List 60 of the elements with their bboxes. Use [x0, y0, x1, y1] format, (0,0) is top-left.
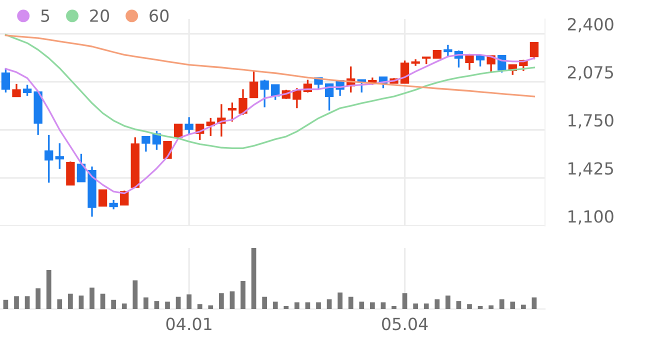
bar: [100, 294, 106, 309]
bar: [208, 305, 214, 309]
bar: [380, 302, 386, 309]
bar: [186, 294, 192, 309]
bar: [359, 302, 364, 309]
bar: [370, 302, 375, 309]
bar: [14, 296, 19, 309]
y-tick-label: 1,425: [568, 162, 613, 176]
bar: [478, 306, 483, 309]
legend-label: 20: [90, 9, 110, 22]
bar: [219, 293, 224, 309]
bar: [434, 299, 440, 309]
bar: [68, 294, 73, 309]
y-tick-label: 2,075: [568, 66, 613, 80]
bar: [46, 270, 52, 309]
bar: [510, 302, 516, 309]
bar: [488, 305, 494, 309]
bar: [284, 306, 289, 309]
bar: [467, 304, 472, 309]
bar: [272, 302, 278, 309]
bar: [24, 296, 30, 309]
bar: [90, 288, 94, 309]
bar: [521, 304, 526, 309]
bar: [413, 304, 418, 309]
bar: [446, 296, 450, 309]
x-tick-label: 04.01: [166, 318, 212, 330]
bar: [240, 280, 246, 309]
bar: [165, 302, 170, 309]
bar: [402, 293, 408, 309]
bar: [144, 297, 148, 309]
bar: [251, 248, 256, 309]
legend-label: 5: [41, 10, 50, 22]
bar: [176, 296, 181, 309]
bar: [326, 299, 332, 309]
bar: [122, 304, 127, 309]
bar: [36, 288, 40, 309]
bar: [57, 299, 62, 309]
bar: [294, 302, 300, 309]
bar: [392, 306, 396, 309]
bar: [338, 292, 342, 309]
x-tick-label: 05.04: [382, 318, 428, 330]
bar: [132, 280, 138, 309]
bar: [230, 291, 235, 309]
bar: [499, 299, 504, 309]
bar: [348, 296, 354, 309]
bar: [305, 302, 310, 309]
bar: [197, 304, 202, 309]
bar: [262, 296, 267, 309]
y-tick-label: 2,400: [568, 18, 614, 32]
y-tick-label: 1,750: [568, 114, 614, 128]
y-tick-label: 1,100: [568, 210, 614, 224]
bar: [316, 302, 321, 309]
bar: [424, 304, 429, 309]
bar: [111, 300, 116, 309]
bar: [532, 297, 537, 309]
bar: [3, 300, 8, 309]
bar: [154, 301, 160, 309]
bar: [78, 296, 84, 309]
bar: [456, 301, 462, 309]
legend-label: 60: [150, 9, 169, 22]
